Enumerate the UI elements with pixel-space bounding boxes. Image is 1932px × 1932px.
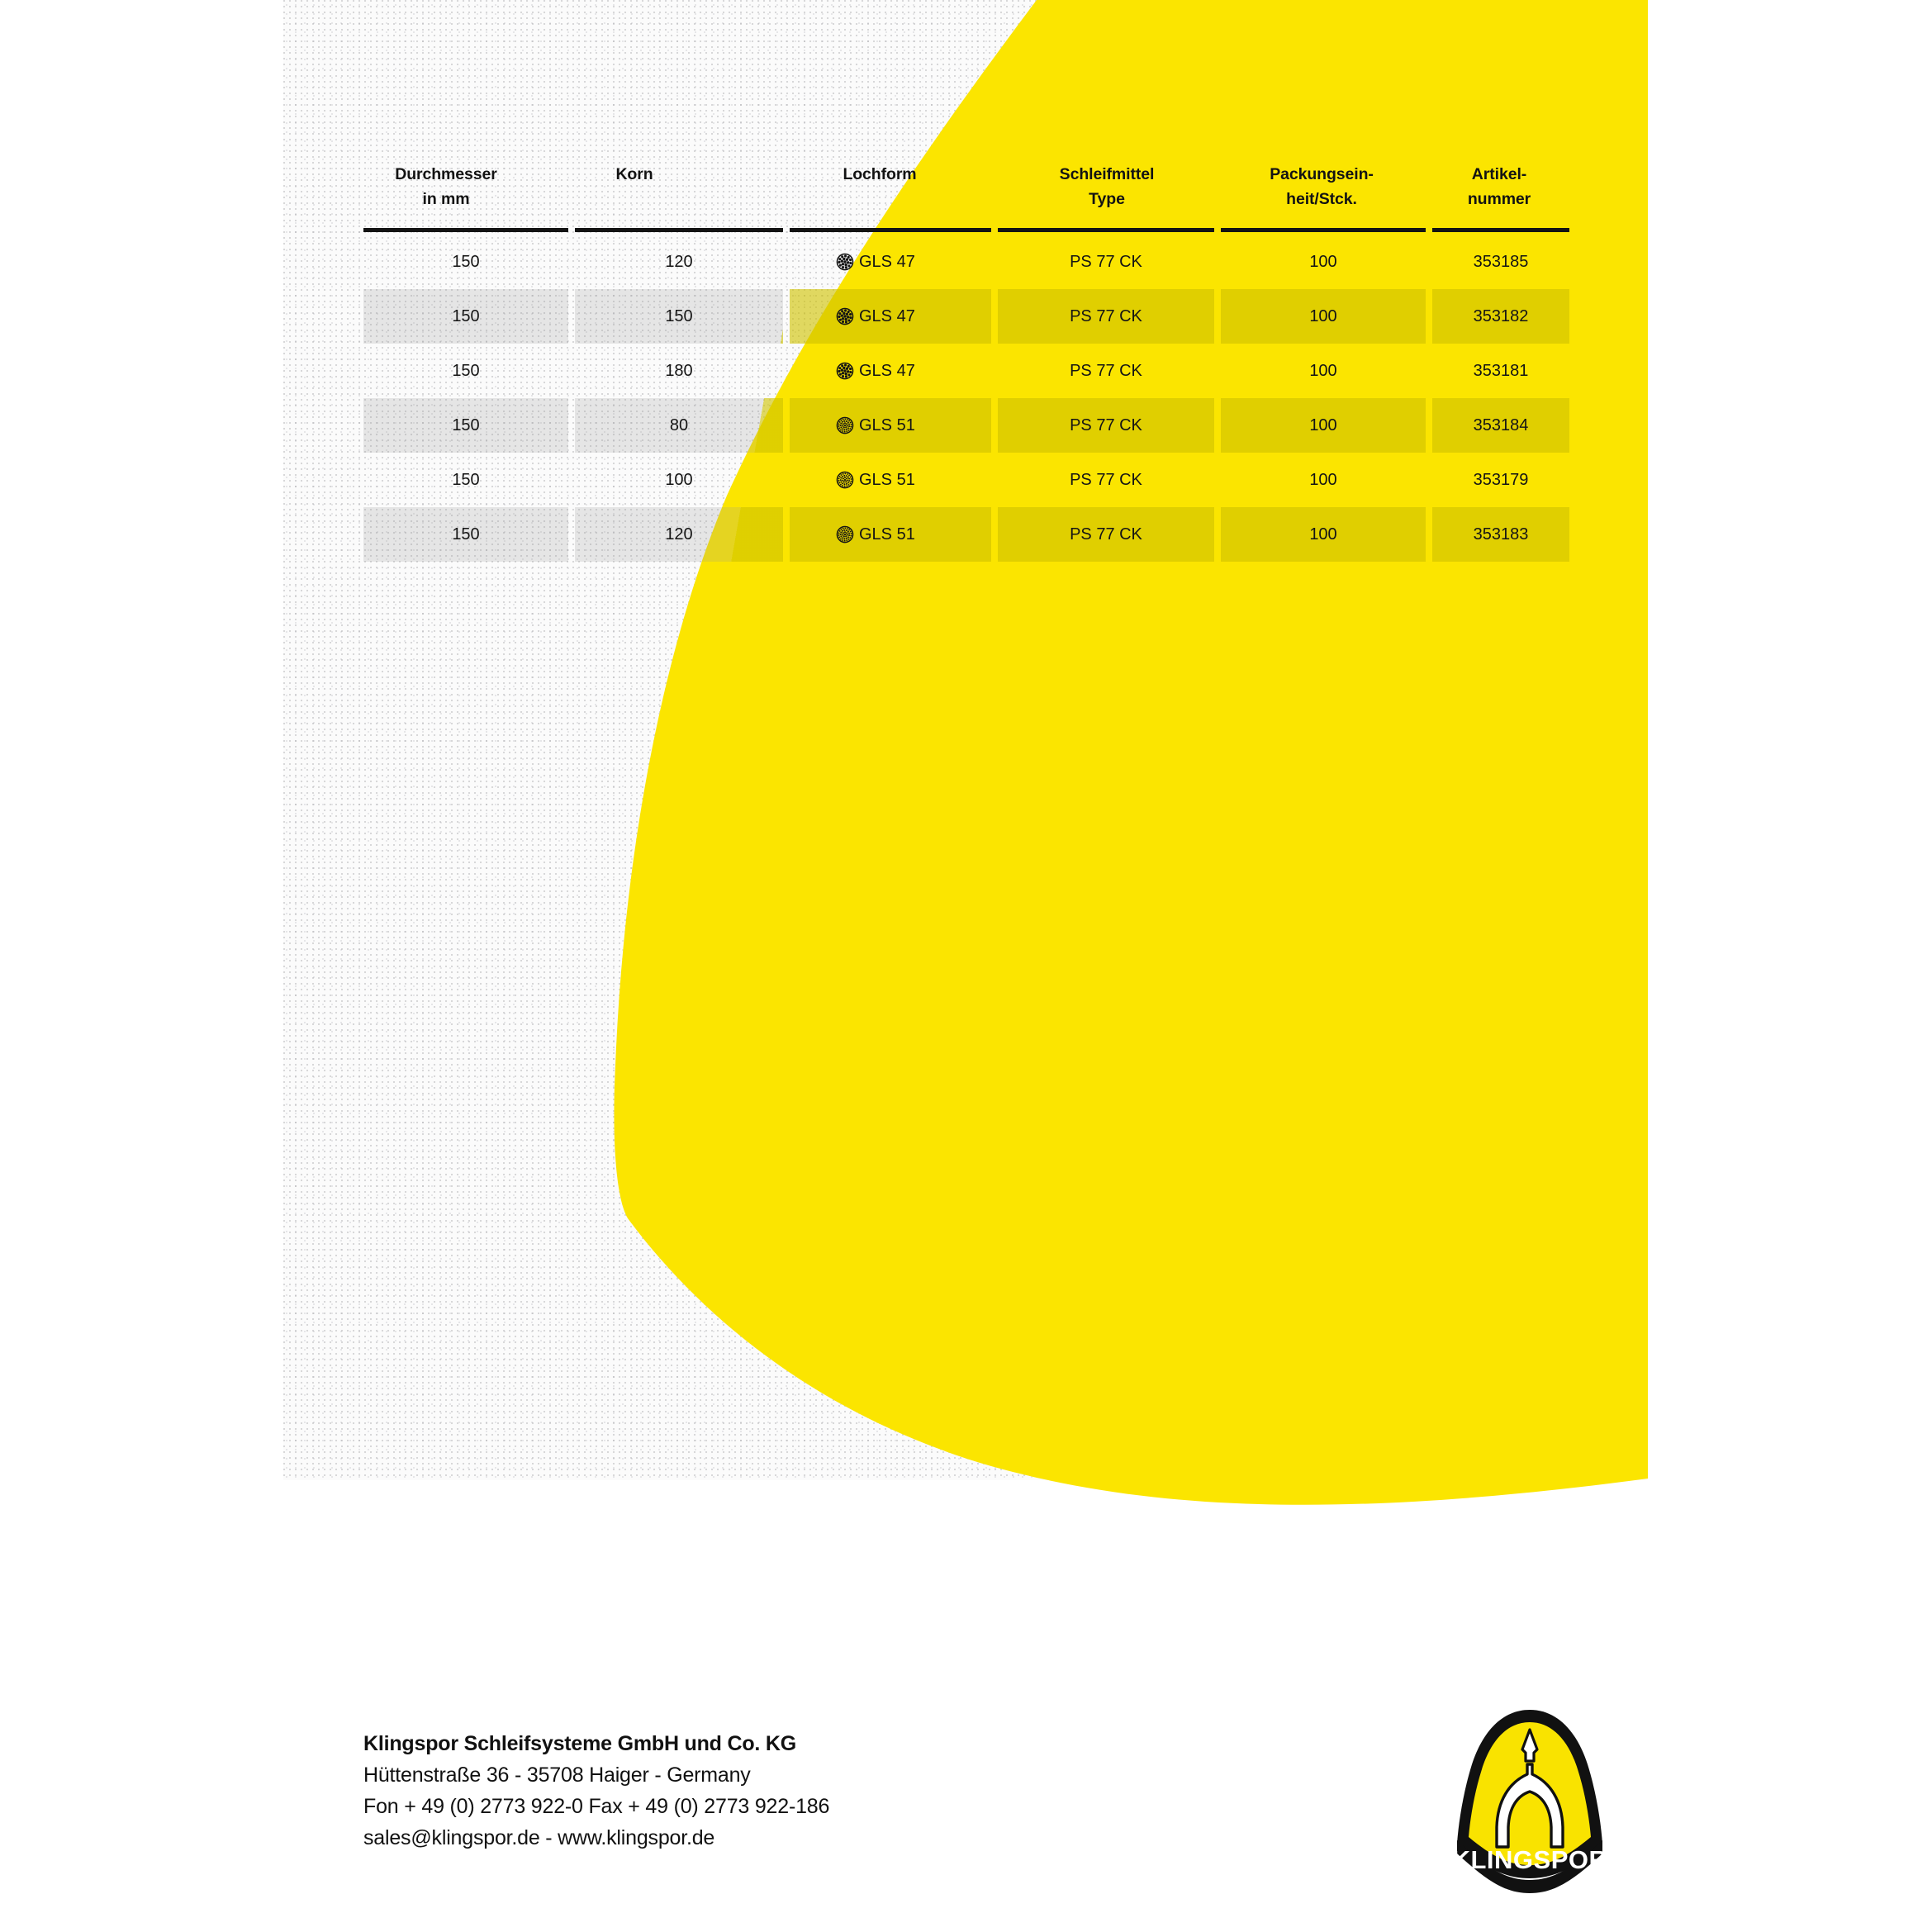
rule-segment-artikel: [1432, 228, 1569, 232]
perforated-disc-coarse-icon: [836, 362, 854, 380]
lochform-value: GLS 47: [836, 344, 915, 398]
lochform-label: GLS 51: [859, 416, 915, 434]
lochform-label: GLS 47: [859, 253, 915, 271]
cell-packung: 100: [1309, 416, 1337, 434]
column-header-artikelnummer-line1: Artikel-: [1471, 165, 1527, 183]
lochform-label: GLS 51: [859, 471, 915, 489]
cell-artikel: 353182: [1473, 307, 1529, 325]
cell-korn: 150: [665, 307, 693, 325]
footer-contact-block: Klingspor Schleifsysteme GmbH und Co. KG…: [363, 1728, 829, 1854]
table-row: 150 80 GLS 51 PS 77 CK 100 353184: [363, 398, 1569, 453]
cell-schleifmittel: PS 77 CK: [1070, 253, 1142, 271]
rule-segment-packung: [1221, 228, 1426, 232]
cell-durchmesser: 150: [452, 416, 480, 434]
cell-schleifmittel: PS 77 CK: [1070, 525, 1142, 544]
lochform-label: GLS 51: [859, 525, 915, 544]
cell-lochform: GLS 47: [790, 235, 991, 289]
cell-artikel: 353181: [1473, 362, 1529, 380]
cell-korn: 100: [665, 471, 693, 489]
column-header-packungseinheit-line1: Packungsein-: [1270, 165, 1374, 183]
lochform-value: GLS 51: [836, 398, 915, 453]
cell-schleifmittel: PS 77 CK: [1070, 416, 1142, 434]
table-row: 150 150 GLS 47 PS 77 CK 100 353182: [363, 289, 1569, 344]
rule-segment-durchmesser: [363, 228, 568, 232]
perforated-disc-fine-icon: [836, 471, 854, 489]
lochform-value: GLS 47: [836, 235, 915, 289]
cell-lochform: GLS 51: [790, 453, 991, 507]
cell-packung: 100: [1309, 307, 1337, 325]
table-header-row: Durchmesser in mm Korn Lochform Schleifm…: [363, 162, 1569, 225]
svg-text:KLINGSPOR: KLINGSPOR: [1452, 1845, 1608, 1874]
footer-phone-fax: Fon + 49 (0) 2773 922-0 Fax + 49 (0) 277…: [363, 1795, 830, 1818]
column-header-durchmesser: Durchmesser in mm: [363, 162, 529, 211]
perforated-disc-fine-icon: [836, 416, 854, 434]
column-header-packungseinheit: Packungsein- heit/Stck.: [1222, 162, 1421, 211]
column-header-lochform: Lochform: [793, 162, 966, 187]
lochform-value: GLS 51: [836, 507, 915, 562]
klingspor-logo: KLINGSPOR: [1451, 1707, 1608, 1901]
cell-packung: 100: [1309, 362, 1337, 380]
column-header-schleifmittel-line2: Type: [1089, 190, 1125, 208]
cell-korn: 120: [665, 525, 693, 544]
lochform-label: GLS 47: [859, 362, 915, 380]
table-row: 150 120 GLS 47 PS 77 CK 100 353185: [363, 235, 1569, 289]
cell-lochform: GLS 47: [790, 289, 991, 344]
footer-company-name: Klingspor Schleifsysteme GmbH und Co. KG: [363, 1732, 797, 1755]
column-header-artikelnummer-line2: nummer: [1467, 190, 1531, 208]
row-band-durchmesser: [363, 398, 568, 453]
lochform-label: GLS 47: [859, 307, 915, 325]
cell-lochform: GLS 51: [790, 507, 991, 562]
cell-korn: 180: [665, 362, 693, 380]
column-header-korn-line1: Korn: [615, 165, 653, 183]
cell-schleifmittel: PS 77 CK: [1070, 362, 1142, 380]
table-row: 150 120 GLS 51 PS 77 CK 100 353183: [363, 507, 1569, 562]
cell-korn: 120: [665, 253, 693, 271]
column-header-durchmesser-line2: in mm: [422, 190, 470, 208]
rule-segment-korn: [575, 228, 783, 232]
logo-compass-emblem: [1495, 1728, 1564, 1849]
cell-durchmesser: 150: [452, 362, 480, 380]
cell-artikel: 353184: [1473, 416, 1529, 434]
cell-korn: 80: [669, 416, 689, 434]
table-header-rule: [363, 225, 1569, 235]
cell-durchmesser: 150: [452, 307, 480, 325]
cell-artikel: 353179: [1473, 471, 1529, 489]
table-row: 150 100 GLS 51 PS 77 CK 100 353179: [363, 453, 1569, 507]
cell-schleifmittel: PS 77 CK: [1070, 307, 1142, 325]
lochform-value: GLS 47: [836, 289, 915, 344]
column-header-korn: Korn: [577, 162, 692, 187]
row-band-durchmesser: [363, 507, 568, 562]
cell-packung: 100: [1309, 525, 1337, 544]
lochform-value: GLS 51: [836, 453, 915, 507]
cell-lochform: GLS 47: [790, 344, 991, 398]
perforated-disc-coarse-icon: [836, 253, 854, 271]
cell-durchmesser: 150: [452, 525, 480, 544]
cell-packung: 100: [1309, 471, 1337, 489]
cell-artikel: 353185: [1473, 253, 1529, 271]
perforated-disc-fine-icon: [836, 525, 854, 544]
perforated-disc-coarse-icon: [836, 307, 854, 325]
cell-packung: 100: [1309, 253, 1337, 271]
table-body: 150 120 GLS 47 PS 77 CK 100 353185 150 150 GLS 4…: [363, 235, 1569, 562]
product-spec-table: Durchmesser in mm Korn Lochform Schleifm…: [363, 162, 1569, 562]
rule-segment-lochform: [790, 228, 991, 232]
row-band-durchmesser: [363, 289, 568, 344]
cell-durchmesser: 150: [452, 253, 480, 271]
rule-segment-schleifmittel: [998, 228, 1214, 232]
footer-email-web[interactable]: sales@klingspor.de - www.klingspor.de: [363, 1826, 715, 1849]
column-header-artikelnummer: Artikel- nummer: [1429, 162, 1569, 211]
column-header-schleifmittel-line1: Schleifmittel: [1059, 165, 1155, 183]
footer-street-address: Hüttenstraße 36 - 35708 Haiger - Germany: [363, 1763, 751, 1787]
table-row: 150 180 GLS 47 PS 77 CK 100 353181: [363, 344, 1569, 398]
column-header-packungseinheit-line2: heit/Stck.: [1286, 190, 1357, 208]
column-header-lochform-line1: Lochform: [843, 165, 917, 183]
column-header-schleifmittel: Schleifmittel Type: [999, 162, 1214, 211]
cell-durchmesser: 150: [452, 471, 480, 489]
column-header-durchmesser-line1: Durchmesser: [395, 165, 497, 183]
cell-artikel: 353183: [1473, 525, 1529, 544]
logo-wordmark: KLINGSPOR: [1452, 1845, 1608, 1874]
cell-lochform: GLS 51: [790, 398, 991, 453]
logo-band: [1457, 1840, 1602, 1893]
cell-schleifmittel: PS 77 CK: [1070, 471, 1142, 489]
